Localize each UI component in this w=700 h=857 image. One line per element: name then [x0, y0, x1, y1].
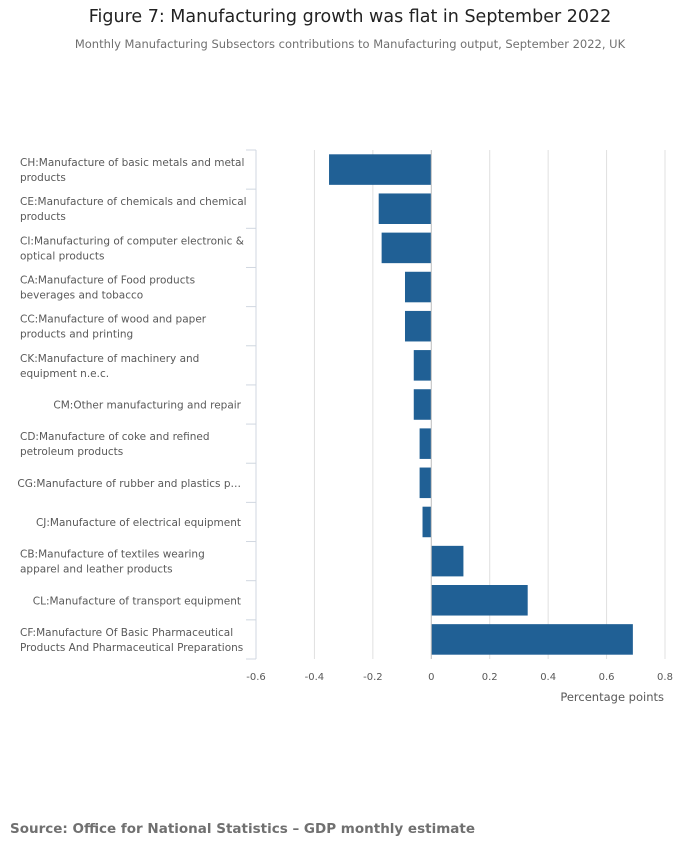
category-label: CC:Manufacture of wood and paper products… — [20, 314, 207, 341]
bar[interactable] — [431, 624, 633, 655]
category-label-line: CA:Manufacture of Food products — [20, 275, 195, 287]
category-label-line: CB:Manufacture of textiles wearing — [20, 549, 205, 561]
category-label-line: apparel and leather products — [20, 564, 173, 576]
category-label-line: petroleum products — [20, 446, 123, 458]
bar[interactable] — [431, 584, 528, 616]
category-label: CB:Manufacture of textiles wearing appare… — [20, 549, 205, 576]
category-label-line: CE:Manufacture of chemicals and chemical — [20, 196, 247, 208]
category-label: CF:Manufacture Of Basic Pharmaceutical Pr… — [20, 627, 243, 654]
bar[interactable] — [431, 545, 464, 577]
category-label: CE:Manufacture of chemicals and chemical… — [20, 196, 247, 223]
category-label-line: CD:Manufacture of coke and refined — [20, 431, 210, 443]
category-label: CD:Manufacture of coke and refined petrol… — [20, 431, 210, 458]
x-tick-label: 0.6 — [599, 672, 615, 683]
category-labels: CH:Manufacture of basic metals and metal… — [17, 157, 246, 654]
bar[interactable] — [404, 310, 432, 342]
bar[interactable] — [381, 232, 432, 264]
bar[interactable] — [422, 506, 432, 538]
bar[interactable] — [404, 271, 432, 303]
x-tick-label: -0.2 — [363, 672, 383, 683]
category-label: CI:Manufacturing of computer electronic … — [20, 235, 244, 262]
x-tick-label: 0.4 — [540, 672, 556, 683]
category-label-line: CG:Manufacture of rubber and plastics p… — [17, 478, 241, 490]
category-label-line: optical products — [20, 250, 104, 262]
bar-chart: CH:Manufacture of basic metals and metal… — [17, 149, 673, 704]
category-label-line: equipment n.e.c. — [20, 368, 109, 380]
category-label: CL:Manufacture of transport equipment — [33, 595, 241, 607]
category-label-line: CM:Other manufacturing and repair — [53, 400, 241, 412]
x-tick-label: -0.4 — [305, 672, 325, 683]
x-tick-label: 0 — [428, 672, 434, 683]
chart-subtitle: Monthly Manufacturing Subsectors contrib… — [74, 37, 626, 51]
y-axis — [246, 149, 257, 660]
chart-title: Figure 7: Manufacturing growth was flat … — [88, 7, 612, 27]
category-label: CG:Manufacture of rubber and plastics p… — [17, 478, 241, 490]
x-tick-label: 0.8 — [657, 672, 673, 683]
category-label: CM:Other manufacturing and repair — [53, 400, 241, 412]
x-axis-title: Percentage points — [560, 690, 664, 704]
category-label: CK:Manufacture of machinery and equipment… — [20, 353, 199, 380]
bar[interactable] — [413, 350, 432, 381]
source-note: Source: Office for National Statistics –… — [10, 821, 475, 837]
category-label-line: beverages and tobacco — [20, 290, 143, 302]
bars — [329, 154, 633, 655]
category-label: CJ:Manufacture of electrical equipment — [36, 517, 241, 529]
bar[interactable] — [419, 467, 432, 499]
category-label-line: CH:Manufacture of basic metals and metal — [20, 157, 244, 169]
category-label-line: products and printing — [20, 329, 133, 341]
category-label-line: CJ:Manufacture of electrical equipment — [36, 517, 241, 529]
category-label-line: CC:Manufacture of wood and paper — [20, 314, 207, 326]
x-tick-label: 0.2 — [482, 672, 498, 683]
category-label-line: CI:Manufacturing of computer electronic … — [20, 235, 244, 247]
bar[interactable] — [419, 428, 432, 459]
category-label-line: Products And Pharmaceutical Preparations — [20, 642, 243, 654]
gridlines — [255, 150, 666, 659]
category-label-line: products — [20, 172, 66, 184]
x-axis-ticks: -0.6 -0.4 -0.2 0 0.2 0.4 0.6 0.8 — [246, 672, 673, 683]
category-label-line: products — [20, 211, 66, 223]
bar[interactable] — [329, 154, 432, 185]
category-label-line: CL:Manufacture of transport equipment — [33, 595, 241, 607]
category-label: CA:Manufacture of Food products beverages… — [20, 275, 195, 302]
bar[interactable] — [413, 389, 432, 420]
x-tick-label: -0.6 — [246, 672, 266, 683]
bar[interactable] — [378, 193, 432, 225]
category-label: CH:Manufacture of basic metals and metal… — [20, 157, 244, 184]
category-label-line: CF:Manufacture Of Basic Pharmaceutical — [20, 627, 233, 639]
category-label-line: CK:Manufacture of machinery and — [20, 353, 199, 365]
